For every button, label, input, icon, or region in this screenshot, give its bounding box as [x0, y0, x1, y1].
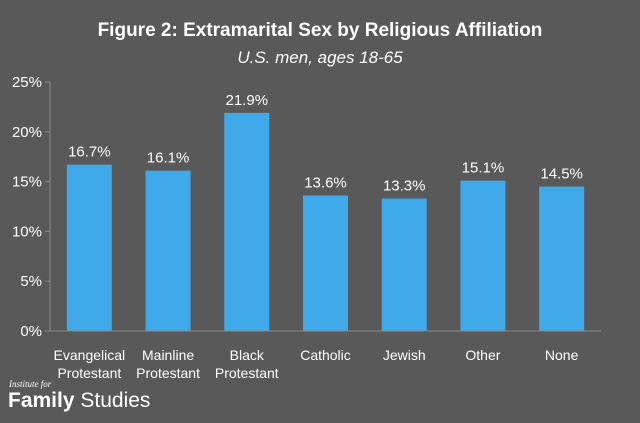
bar — [224, 112, 270, 331]
data-label: 21.9% — [226, 92, 269, 109]
x-category-label: Mainline — [142, 347, 194, 363]
chart-subtitle: U.S. men, ages 18-65 — [237, 48, 403, 67]
chart-title: Figure 2: Extramarital Sex by Religious … — [98, 20, 543, 41]
data-label: 13.6% — [304, 175, 347, 192]
x-category-label: Other — [465, 347, 500, 363]
data-label: 14.5% — [540, 166, 583, 183]
logo-small-text: Institute for — [9, 379, 52, 389]
institute-logo: Institute for Family Studies — [8, 379, 150, 412]
x-category-label: Protestant — [136, 365, 200, 381]
x-category-label: Protestant — [215, 365, 279, 381]
y-tick-label: 25% — [12, 74, 42, 91]
logo-word-family: Family — [8, 389, 75, 412]
bar — [303, 195, 348, 331]
y-tick-label: 5% — [20, 273, 42, 290]
data-label: 16.1% — [147, 150, 190, 167]
bar — [460, 180, 506, 331]
logo-main-text: Family Studies — [8, 390, 150, 411]
bar — [381, 198, 427, 331]
data-label: 16.7% — [68, 144, 111, 161]
x-category-label: Jewish — [383, 347, 426, 363]
logo-word-studies: Studies — [80, 389, 151, 412]
x-category-label: Catholic — [300, 347, 351, 363]
x-category-label: Evangelical — [54, 347, 126, 363]
data-label: 13.3% — [383, 178, 426, 195]
data-label: 15.1% — [462, 160, 505, 177]
bar — [145, 170, 191, 331]
y-tick-label: 20% — [12, 124, 42, 141]
y-tick-label: 15% — [12, 174, 42, 191]
x-category-label: Protestant — [57, 365, 121, 381]
x-category-label: Black — [230, 347, 265, 363]
x-category-label: None — [545, 347, 579, 363]
y-tick-label: 0% — [20, 323, 42, 340]
plot-area: 0% 5% 10% 15% 20% 25% 16.7% Evangelical Protesta… — [12, 74, 601, 381]
y-tick-label: 10% — [12, 223, 42, 240]
bar — [539, 186, 585, 331]
bar — [66, 164, 112, 331]
